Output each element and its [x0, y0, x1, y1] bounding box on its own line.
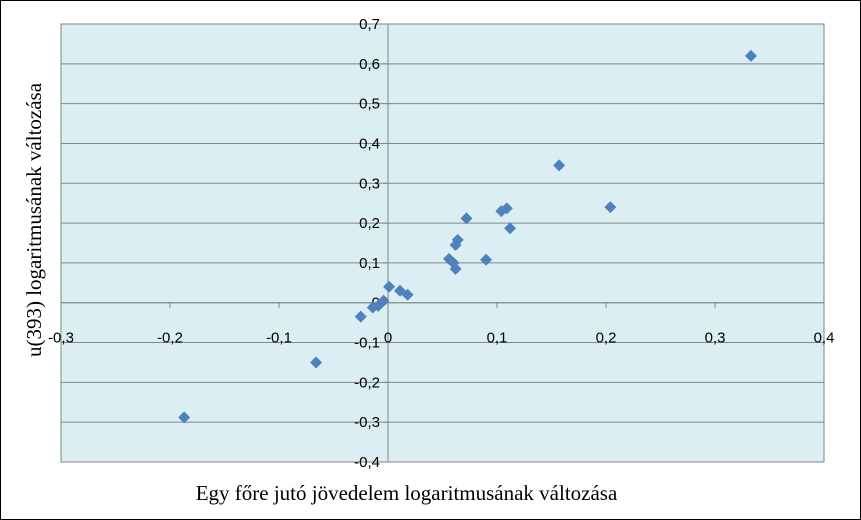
x-axis-title: Egy főre jutó jövedelem logaritmusának v… [196, 481, 618, 505]
x-tick-label: 0,4 [814, 330, 835, 347]
plot-border [60, 23, 825, 463]
data-point [383, 280, 396, 293]
data-point [604, 201, 617, 214]
x-tick-label: 0,1 [487, 330, 508, 347]
data-point [178, 411, 191, 424]
data-point [480, 253, 493, 266]
data-point [500, 202, 513, 215]
x-tick-label: -0,3 [48, 330, 74, 347]
plot-area [61, 24, 824, 462]
data-point [451, 233, 464, 246]
data-point [504, 222, 517, 235]
data-point [553, 159, 566, 172]
y-tick-label: -0,2 [354, 374, 380, 391]
data-point [377, 294, 390, 307]
x-tick-label: 0 [384, 330, 392, 347]
y-axis-title: u(393) logaritmusának változása [22, 82, 46, 357]
data-point [310, 356, 323, 369]
y-tick-label: 0,6 [359, 56, 380, 73]
data-point [460, 212, 473, 225]
y-tick-label: 0,5 [359, 96, 380, 113]
y-tick-label: 0,3 [359, 175, 380, 192]
x-tick-label: 0,2 [596, 330, 617, 347]
y-tick-label: -0,4 [354, 454, 380, 471]
x-tick-label: -0,1 [266, 330, 292, 347]
data-point [401, 288, 414, 301]
data-point [449, 262, 462, 275]
y-tick-label: -0,3 [354, 414, 380, 431]
y-tick-label: 0,7 [359, 16, 380, 33]
x-tick-label: -0,2 [157, 330, 183, 347]
data-point [354, 310, 367, 323]
y-tick-label: 0,1 [359, 255, 380, 272]
y-tick-label: -0,1 [354, 335, 380, 352]
y-tick-label: 0,2 [359, 215, 380, 232]
data-point [744, 49, 757, 62]
y-tick-label: 0,4 [359, 135, 380, 152]
x-tick-label: 0,3 [705, 330, 726, 347]
